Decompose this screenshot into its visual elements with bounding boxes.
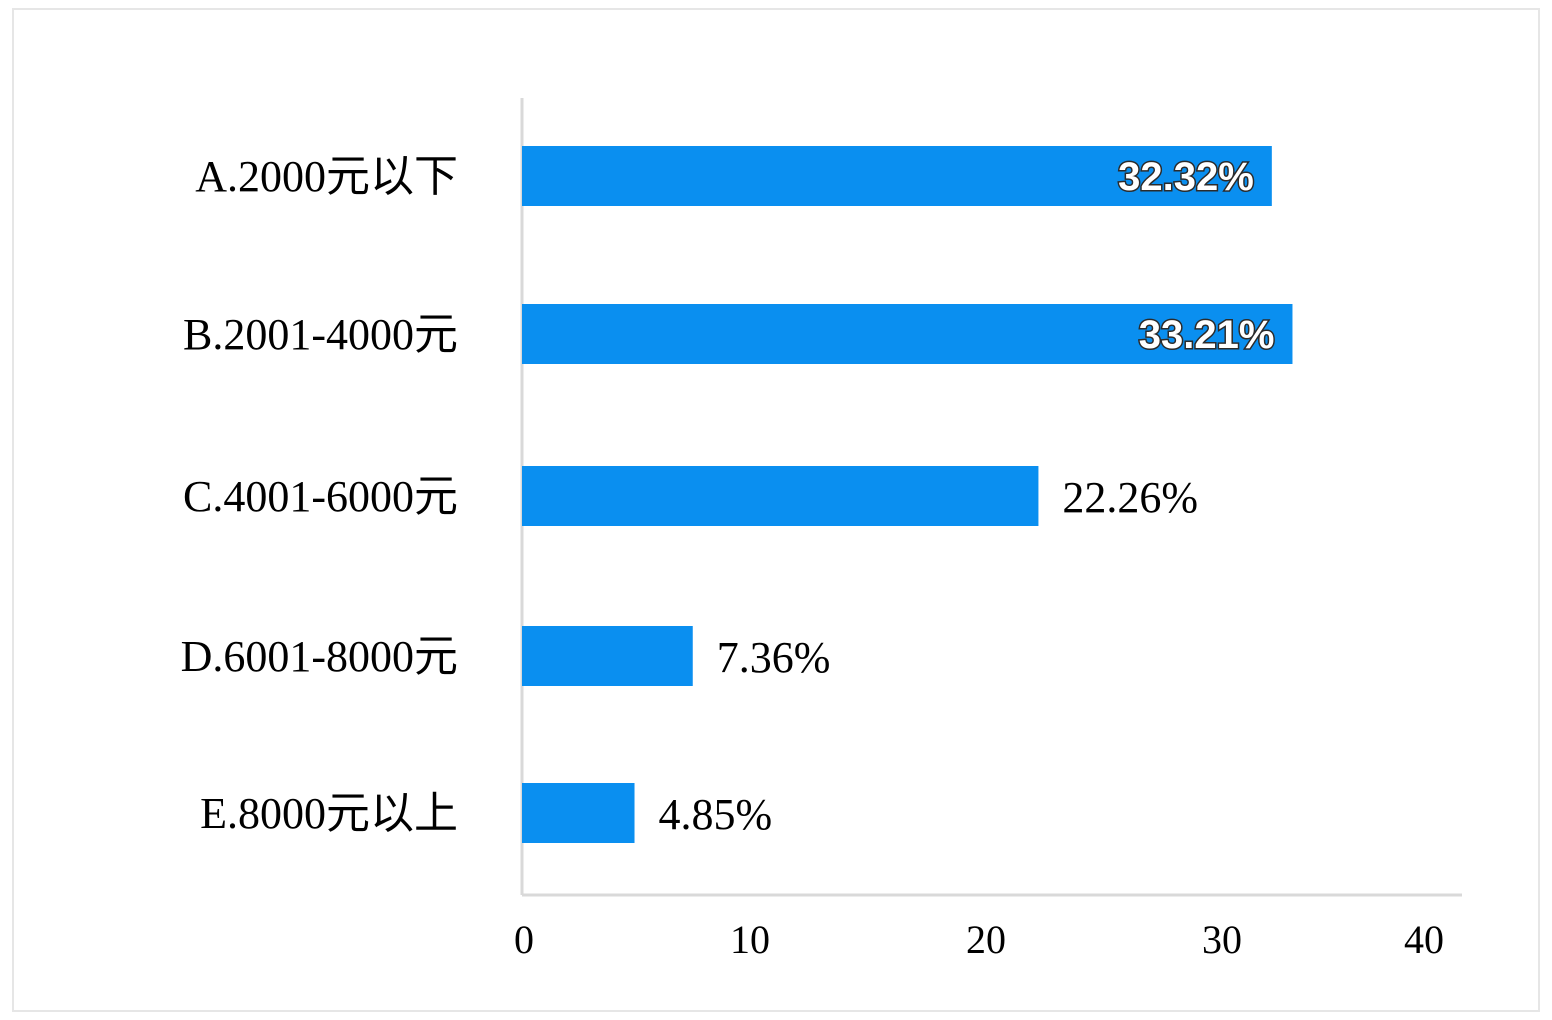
bar-c	[522, 466, 1039, 526]
category-label: E.8000元以上	[200, 789, 458, 838]
category-label: A.2000元以下	[195, 152, 458, 201]
category-labels-group: A.2000元以下 B.2001-4000元 C.4001-6000元 D.6001-…	[181, 152, 458, 838]
value-label: 4.85%	[659, 790, 773, 839]
value-labels-group: 32.32% 33.21% 22.26% 7.36% 4.85%	[659, 154, 1276, 840]
value-label: 32.32%	[1118, 155, 1254, 199]
category-label: B.2001-4000元	[183, 310, 458, 359]
x-tick-labels-group: 0 10 20 30 40	[514, 917, 1444, 962]
x-tick-label: 30	[1202, 917, 1242, 962]
x-tick-label: 20	[966, 917, 1006, 962]
bar-e	[522, 783, 635, 843]
bars-group	[522, 146, 1293, 843]
value-label: 22.26%	[1062, 473, 1198, 522]
category-label: C.4001-6000元	[183, 472, 458, 521]
bar-d	[522, 626, 693, 686]
category-label: D.6001-8000元	[181, 632, 458, 681]
x-tick-label: 0	[514, 917, 534, 962]
value-label: 33.21%	[1139, 313, 1275, 357]
value-label: 7.36%	[717, 633, 831, 682]
bar-b	[522, 304, 1293, 364]
bar-a	[522, 146, 1272, 206]
x-tick-label: 40	[1404, 917, 1444, 962]
x-tick-label: 10	[730, 917, 770, 962]
